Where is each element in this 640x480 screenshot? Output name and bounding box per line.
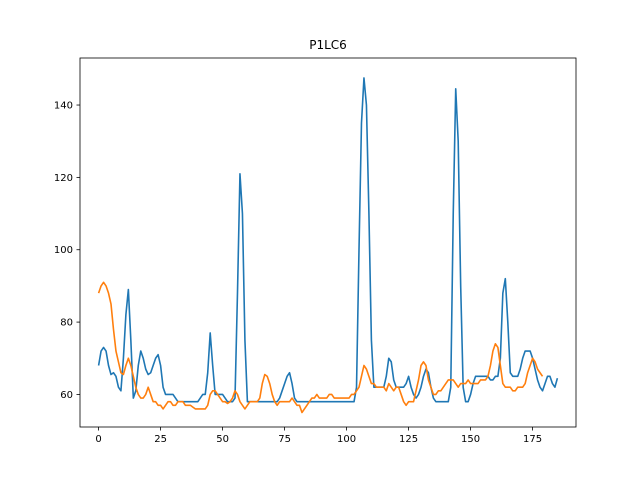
series-layer	[97, 77, 559, 414]
y-tick-label: 140	[54, 101, 73, 112]
y-tick-label: 120	[54, 173, 73, 184]
x-tick-label: 150	[461, 434, 480, 445]
series-line-1	[97, 77, 559, 403]
x-tick-label: 75	[278, 434, 291, 445]
axes-layer: 0 25 50 75 100 125 150 175 60 80 100 120 140	[54, 57, 577, 445]
x-tick-label: 100	[337, 434, 356, 445]
plot-frame	[79, 57, 577, 428]
chart-title: P1LC6	[309, 38, 347, 52]
series-line-2	[97, 281, 544, 414]
y-tick-label: 100	[54, 245, 73, 256]
x-tick-label: 175	[523, 434, 542, 445]
y-tick-label: 60	[60, 390, 73, 401]
x-tick-label: 125	[399, 434, 418, 445]
y-tick-label: 80	[60, 318, 73, 329]
x-tick-label: 50	[216, 434, 229, 445]
x-tick-label: 0	[95, 434, 101, 445]
x-tick-label: 25	[154, 434, 167, 445]
